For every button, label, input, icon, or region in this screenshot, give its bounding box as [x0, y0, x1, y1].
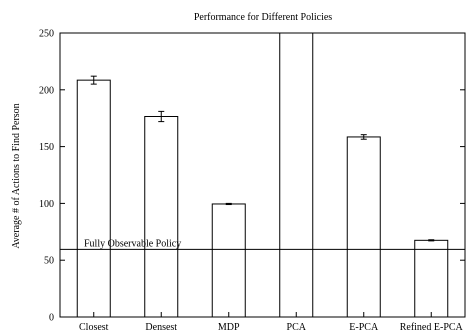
bar	[76, 79, 111, 318]
y-tick-label: 100	[39, 199, 54, 210]
x-tick-label: PCA	[287, 322, 307, 333]
plot-frame	[59, 32, 466, 318]
bar	[279, 32, 314, 318]
chart-title: Performance for Different Policies	[194, 12, 332, 23]
y-axis-label: Average # of Actions to Find Person	[11, 103, 22, 248]
y-tick-label: 200	[39, 85, 54, 96]
x-tick-label: Densest	[145, 322, 177, 333]
bar	[346, 136, 381, 318]
y-tick-label: 50	[44, 256, 54, 267]
y-tick-label: 150	[39, 142, 54, 153]
bar	[414, 239, 449, 318]
bar	[144, 115, 179, 318]
x-tick-label: E-PCA	[349, 322, 379, 333]
reference-line-label: Fully Observable Policy	[84, 238, 181, 249]
y-tick-label: 250	[39, 29, 54, 40]
bar	[211, 203, 246, 318]
y-tick-label: 0	[49, 313, 54, 324]
x-tick-label: Refined E-PCA	[400, 322, 464, 333]
chart-marks: 0 50 100 150 200 250 Closest Densest MDP PCA E-PCA…	[39, 29, 465, 333]
x-tick-label: Closest	[79, 322, 109, 333]
x-tick-label: MDP	[218, 322, 240, 333]
